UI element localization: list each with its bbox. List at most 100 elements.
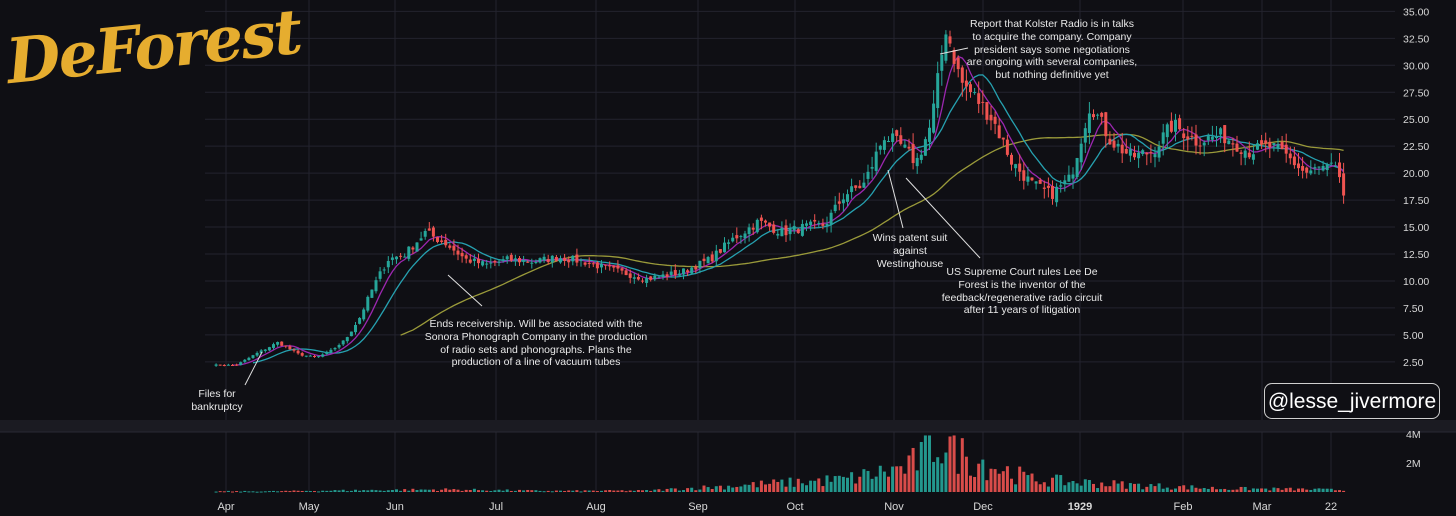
candle-body	[1325, 164, 1329, 171]
annotation-leader-line	[447, 274, 483, 307]
candle-body	[1276, 144, 1280, 148]
volume-bar	[1001, 471, 1005, 492]
candle-body	[624, 270, 628, 276]
candle-body	[616, 265, 620, 269]
candle-body	[431, 227, 435, 237]
candle-body	[1243, 150, 1247, 158]
candle-body	[891, 133, 895, 142]
volume-bar	[964, 456, 968, 492]
candle-body	[993, 116, 997, 124]
candle-body	[485, 263, 489, 265]
volume-bar	[1272, 487, 1276, 492]
annotation-leader-line	[939, 47, 969, 55]
price-candles	[214, 30, 1346, 367]
candle-body	[739, 236, 743, 238]
candle-body	[653, 275, 657, 280]
volume-bar	[345, 491, 349, 493]
volume-bar	[263, 491, 267, 493]
candle-body	[567, 259, 571, 263]
candle-body	[354, 324, 357, 333]
candle-body	[374, 280, 378, 292]
candle-body	[829, 212, 833, 225]
candle-body	[407, 246, 411, 259]
volume-bar	[1059, 475, 1063, 492]
volume-bar	[612, 490, 616, 492]
candle-body	[370, 289, 374, 298]
candle-body	[636, 276, 640, 280]
candle-body	[468, 259, 472, 263]
candle-body	[743, 233, 747, 239]
volume-bar	[1010, 478, 1013, 492]
candle-body	[554, 257, 558, 261]
candle-body	[1083, 128, 1087, 143]
candle-body	[513, 258, 517, 260]
volume-bar	[805, 485, 808, 492]
candle-body	[456, 250, 460, 255]
volume-bar	[768, 483, 772, 492]
volume-bar	[1235, 489, 1239, 492]
candle-body	[436, 237, 439, 242]
candle-body	[919, 154, 923, 160]
volume-bar	[538, 490, 542, 492]
candle-body	[969, 84, 972, 92]
volume-bar	[960, 438, 964, 492]
candle-body	[620, 268, 624, 271]
volume-bar	[891, 466, 895, 492]
price-axis: 2.50 5.00 7.50 10.00 12.50 15.00 17.50 20.00 22.…	[1403, 6, 1429, 368]
time-tick-label: 1929	[1068, 501, 1092, 513]
candle-body	[1178, 118, 1182, 130]
candle-body	[505, 256, 509, 260]
volume-bar	[690, 487, 694, 492]
volume-bar	[608, 490, 612, 492]
volume-bar	[452, 489, 456, 492]
volume-bar	[735, 486, 739, 492]
volume-bar	[427, 489, 431, 492]
volume-bar	[1210, 486, 1214, 492]
volume-bar	[255, 491, 259, 493]
candle-body	[1124, 149, 1128, 154]
candle-body	[1219, 128, 1223, 135]
volume-bar	[727, 485, 731, 492]
candle-body	[936, 73, 940, 109]
candle-body	[1182, 133, 1186, 139]
volume-bar	[276, 491, 280, 493]
candle-body	[1022, 170, 1026, 181]
candle-body	[296, 350, 300, 354]
candle-body	[1018, 163, 1022, 172]
time-tick-label: Jun	[386, 501, 404, 513]
volume-bar	[395, 489, 398, 492]
volume-bar	[1251, 488, 1255, 492]
candle-body	[973, 92, 977, 94]
candle-body	[538, 258, 542, 263]
candle-body	[899, 135, 903, 144]
volume-bar	[1194, 487, 1198, 492]
candle-body	[686, 270, 690, 273]
candle-body	[390, 257, 394, 260]
volume-bar	[1014, 484, 1018, 492]
volume-bar	[304, 490, 308, 492]
candle-body	[255, 352, 259, 356]
volume-bar	[399, 490, 403, 492]
volume-bar	[1219, 489, 1223, 492]
candle-body	[1096, 114, 1100, 116]
volume-bar	[526, 489, 530, 492]
candle-body	[682, 268, 685, 275]
volume-bar	[645, 489, 649, 492]
volume-bar	[846, 477, 849, 492]
volume-bar	[854, 483, 858, 492]
candle-body	[1215, 136, 1218, 138]
candle-body	[382, 269, 386, 271]
volume-bar	[1030, 473, 1034, 492]
candle-body	[1014, 164, 1018, 169]
candle-body	[247, 357, 251, 361]
candle-body	[1092, 114, 1095, 118]
volume-bar	[923, 435, 927, 492]
candle-body	[546, 258, 550, 263]
candle-body	[1104, 112, 1108, 137]
volume-bar	[825, 475, 829, 492]
volume-bar	[554, 490, 558, 492]
volume-bar	[1284, 488, 1288, 492]
volume-bar	[928, 435, 931, 492]
candle-body	[645, 277, 649, 283]
candle-body	[280, 341, 284, 346]
